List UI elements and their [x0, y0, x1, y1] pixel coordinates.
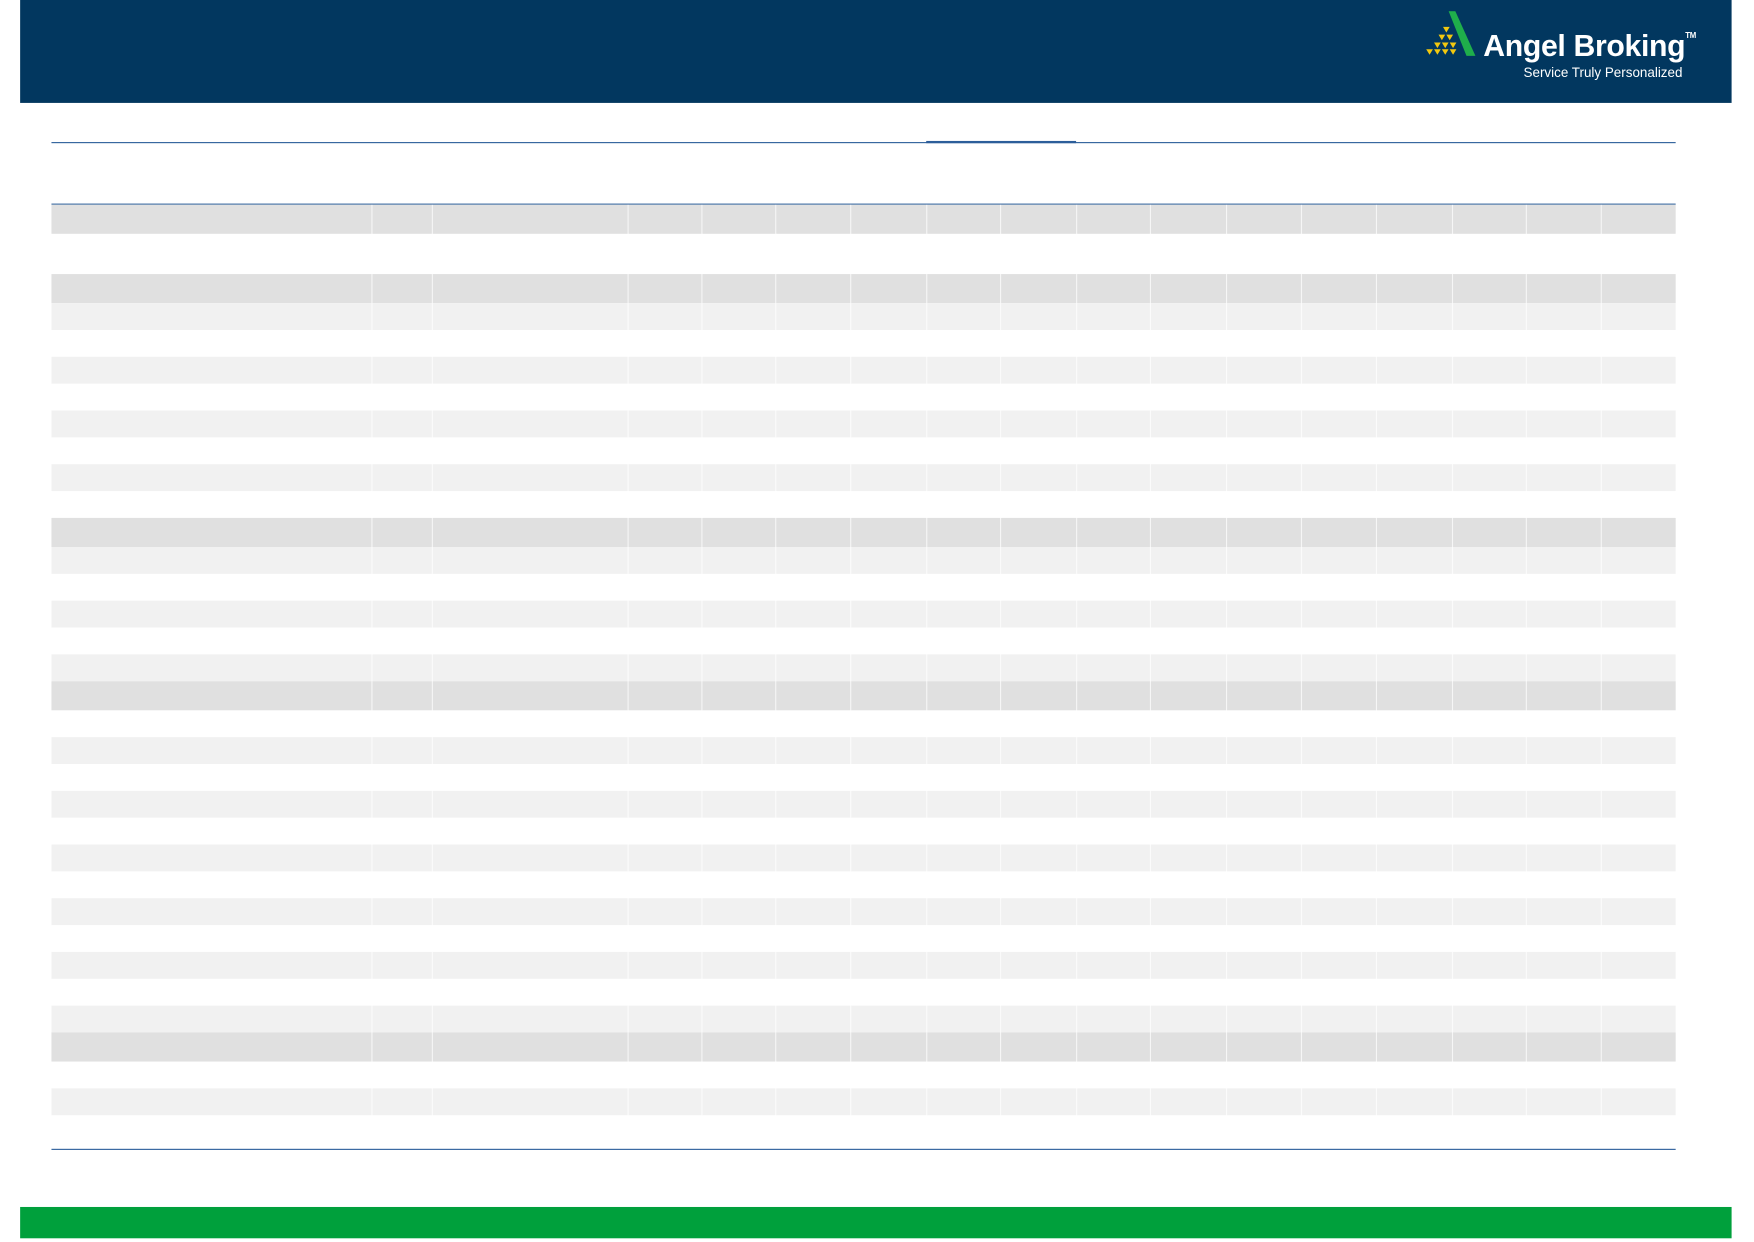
table-row [51, 330, 1675, 357]
brand-text: Angel Broking [1483, 29, 1686, 63]
table-row [51, 600, 1676, 628]
column-divider [1225, 204, 1228, 1149]
table-row [51, 710, 1675, 737]
column-divider [926, 204, 928, 1149]
column-divider [1600, 204, 1602, 1149]
column-divider [850, 204, 852, 1149]
table-row [51, 410, 1676, 438]
table-row [51, 1115, 1675, 1142]
table-row [51, 356, 1676, 384]
table-row [51, 628, 1675, 655]
table-row [51, 844, 1676, 872]
angel-pyramid-logo-icon [1426, 11, 1476, 56]
table-row [51, 654, 1676, 682]
column-divider [1300, 204, 1303, 1149]
column-divider [1451, 204, 1454, 1149]
table-top-rule [51, 203, 1676, 205]
column-divider [371, 204, 373, 1149]
table-row [51, 204, 1676, 234]
table-row [51, 979, 1675, 1006]
table-row [51, 234, 1675, 274]
trademark: TM [1685, 32, 1696, 41]
angel-broking-logo: Angel BrokingTM Service Truly Personaliz… [1424, 11, 1704, 85]
column-divider [431, 204, 433, 1149]
table-row [51, 898, 1676, 926]
column-divider [1000, 204, 1002, 1149]
column-divider [1149, 204, 1152, 1149]
table-row [51, 437, 1675, 464]
column-divider [1525, 204, 1527, 1149]
table-row [51, 1005, 1676, 1033]
table-row [51, 546, 1676, 574]
table-row [51, 764, 1675, 791]
title-rule-accent [926, 140, 1077, 144]
table-row [51, 951, 1676, 979]
table-row [51, 491, 1675, 518]
table-row [51, 1062, 1675, 1089]
table-row [51, 1088, 1676, 1116]
title-rule [51, 142, 1676, 144]
table-row [51, 737, 1676, 765]
table-row [51, 384, 1675, 411]
table-row [51, 274, 1676, 304]
brand-tagline: Service Truly Personalized [1523, 64, 1683, 81]
table-row [51, 574, 1675, 601]
header-bar: Angel BrokingTM Service Truly Personaliz… [20, 0, 1732, 103]
table-row [51, 925, 1675, 952]
table-row [51, 818, 1675, 845]
column-divider [1375, 204, 1377, 1149]
footer-bar [20, 1206, 1732, 1239]
table-row [51, 871, 1675, 898]
table-row [51, 303, 1676, 330]
column-divider [1076, 204, 1078, 1149]
table-row [51, 464, 1676, 492]
table-bottom-rule [51, 1148, 1676, 1150]
brand-name: Angel BrokingTM [1483, 29, 1696, 64]
table-row [51, 1032, 1676, 1062]
table-row [51, 681, 1676, 711]
table-row [51, 790, 1676, 818]
table-row [51, 517, 1676, 547]
column-divider [701, 204, 703, 1149]
column-divider [627, 204, 629, 1149]
column-divider [775, 204, 777, 1149]
